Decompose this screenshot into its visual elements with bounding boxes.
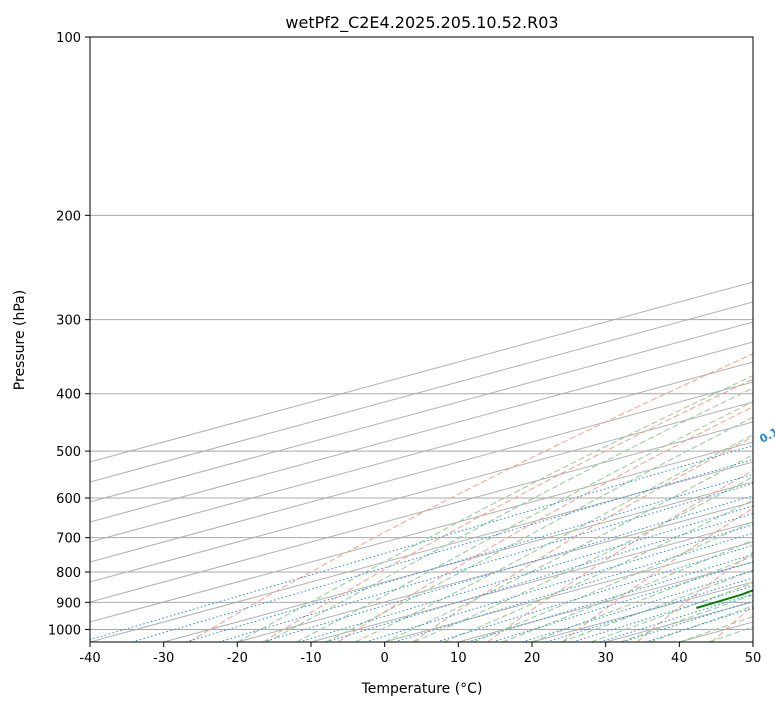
y-tick-label: 400: [56, 388, 81, 403]
chart-title: wetPf2_C2E4.2025.205.10.52.R03: [285, 13, 558, 33]
temperature-profile: [770, 37, 775, 608]
x-tick-label: -20: [227, 651, 248, 666]
x-tick-label: -40: [79, 651, 100, 666]
x-tick-label: 40: [671, 651, 688, 666]
x-tick-label: 0: [381, 651, 389, 666]
line-labels: 0.10.20.40.611.52346810131620253036-100-…: [757, 37, 775, 606]
isotherm-line: [753, 37, 775, 642]
x-tick-label: 20: [524, 651, 541, 666]
x-tick-label: 50: [745, 651, 762, 666]
x-axis-title: Temperature (°C): [361, 681, 483, 697]
y-tick-label: 100: [56, 31, 81, 46]
x-tick-label: 30: [597, 651, 614, 666]
y-tick-label: 700: [56, 532, 81, 547]
y-tick-label: 800: [56, 566, 81, 581]
x-tick-label: 10: [450, 651, 467, 666]
plot-background: [90, 37, 753, 642]
y-axis-title: Pressure (hPa): [12, 290, 28, 390]
y-tick-label: 500: [56, 445, 81, 460]
x-tick-label: -10: [300, 651, 321, 666]
y-tick-label: 1000: [48, 623, 81, 638]
x-tick-label: -30: [153, 651, 174, 666]
y-tick-label: 600: [56, 492, 81, 507]
mixing-ratio-label: 0.1: [757, 425, 775, 446]
y-tick-label: 300: [56, 314, 81, 329]
y-tick-label: 200: [56, 209, 81, 224]
y-tick-label: 900: [56, 596, 81, 611]
